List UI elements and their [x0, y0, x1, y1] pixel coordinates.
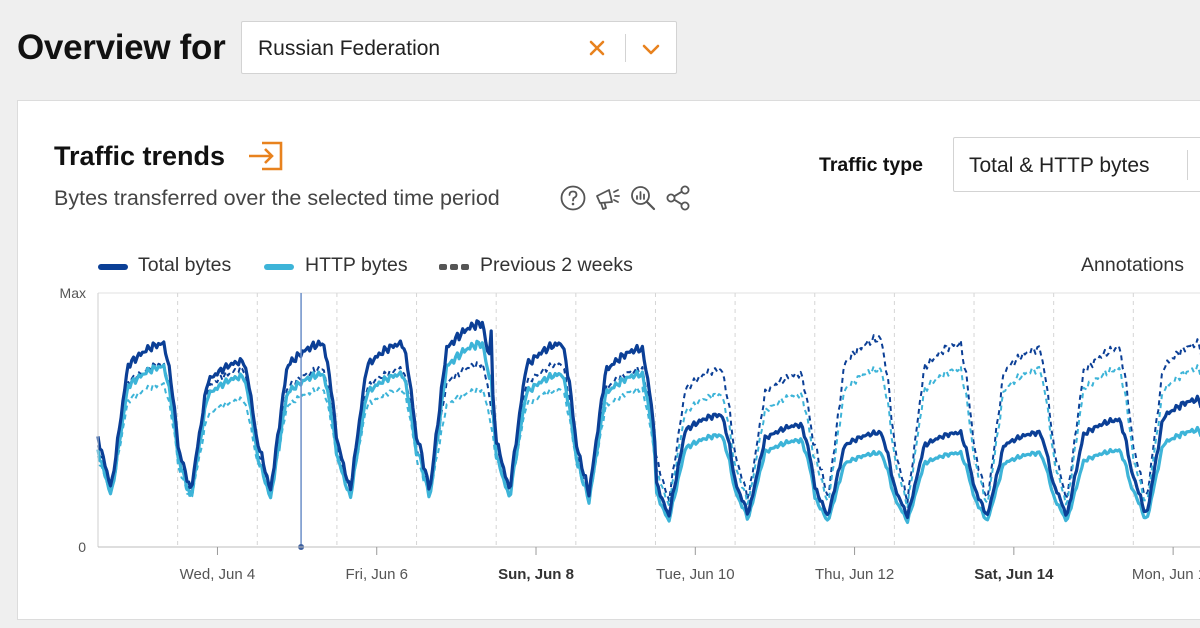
location-select[interactable]: Russian Federation — [241, 21, 677, 74]
traffic-type-label: Traffic type — [819, 154, 924, 176]
x-tick-label: Thu, Jun 12 — [815, 566, 894, 583]
location-select-value: Russian Federation — [258, 37, 441, 60]
card-title: Traffic trends — [54, 141, 226, 171]
chevron-down-icon[interactable] — [640, 38, 662, 60]
megaphone-icon[interactable] — [594, 184, 622, 212]
traffic-type-select[interactable]: Total & HTTP bytes — [953, 137, 1200, 192]
traffic-type-value: Total & HTTP bytes — [969, 154, 1150, 177]
annotations-link[interactable]: Annotations — [1081, 254, 1184, 276]
legend-previous-2-weeks[interactable]: Previous 2 weeks — [480, 254, 633, 276]
traffic-trends-card: Traffic trends Bytes transferred over th… — [17, 100, 1200, 620]
page-title: Overview for — [17, 28, 226, 67]
series-line-previous-http — [97, 364, 1200, 509]
legend-swatch-total-bytes — [98, 264, 128, 270]
x-tick-label: Fri, Jun 6 — [345, 566, 408, 583]
traffic-chart[interactable]: Max 0 Wed, Jun 4 Fri, Jun 6 Sun, Jun 8 Tue, J… — [18, 101, 1200, 621]
export-icon[interactable] — [246, 139, 286, 173]
legend-swatch-previous — [439, 264, 469, 270]
series-line-http-bytes — [96, 339, 1200, 524]
x-tick-label: Sun, Jun 8 — [498, 566, 574, 583]
x-tick-label: Sat, Jun 14 — [974, 566, 1054, 583]
chart-lines — [96, 293, 1200, 550]
x-tick-label: Mon, Jun 16 — [1132, 566, 1200, 583]
x-tick-label: Wed, Jun 4 — [180, 566, 256, 583]
help-icon[interactable] — [559, 184, 587, 212]
y-tick-label-max: Max — [60, 285, 86, 301]
zoom-chart-icon[interactable] — [629, 184, 657, 212]
select-divider — [1187, 150, 1188, 180]
chart-axes: Max 0 Wed, Jun 4 Fri, Jun 6 Sun, Jun 8 Tue, J… — [60, 285, 1200, 583]
legend-swatch-http-bytes — [264, 264, 294, 270]
close-icon[interactable] — [586, 37, 608, 59]
series-line-total-bytes — [96, 319, 1200, 520]
share-icon[interactable] — [664, 184, 692, 212]
chart-grid — [98, 292, 1200, 547]
legend-total-bytes[interactable]: Total bytes — [138, 254, 232, 276]
select-divider — [625, 34, 626, 62]
card-subtitle: Bytes transferred over the selected time… — [54, 186, 500, 210]
y-tick-label-zero: 0 — [78, 539, 86, 555]
legend-http-bytes[interactable]: HTTP bytes — [305, 254, 408, 276]
x-tick-label: Tue, Jun 10 — [656, 566, 735, 583]
